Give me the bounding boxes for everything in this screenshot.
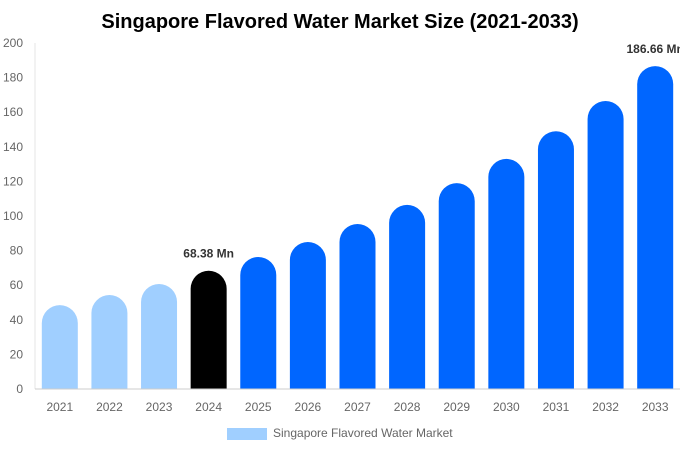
- x-tick-label: 2021: [46, 400, 73, 414]
- bar-2021[interactable]: [41, 305, 78, 389]
- x-tick-label: 2031: [543, 400, 570, 414]
- x-axis: 2021 2022 2023 2024 2025 2026 2027 2028 2029 2030…: [35, 388, 680, 414]
- data-labels: 68.38 Mn 186.66 Mn: [183, 42, 680, 261]
- y-tick-label: 80: [10, 244, 24, 258]
- x-tick-label: 2032: [592, 400, 619, 414]
- x-tick-label: 2022: [96, 400, 123, 414]
- y-tick-label: 100: [3, 209, 23, 223]
- data-label: 186.66 Mn: [627, 42, 680, 56]
- bar-2032[interactable]: [587, 100, 624, 389]
- y-tick-label: 180: [3, 71, 23, 85]
- data-label: 68.38 Mn: [183, 247, 234, 261]
- bar-2031[interactable]: [537, 131, 574, 390]
- x-tick-label: 2030: [493, 400, 520, 414]
- chart-title: Singapore Flavored Water Market Size (20…: [101, 11, 578, 33]
- y-tick-label: 40: [10, 313, 24, 327]
- bar-2033[interactable]: [637, 66, 674, 389]
- legend-swatch: [227, 428, 267, 440]
- bar-2027[interactable]: [339, 223, 376, 389]
- bar-2030[interactable]: [488, 158, 525, 389]
- bar-2024[interactable]: [190, 270, 227, 389]
- legend-label: Singapore Flavored Water Market: [273, 426, 453, 440]
- y-tick-label: 20: [10, 347, 24, 361]
- y-tick-label: 200: [3, 36, 23, 50]
- y-tick-label: 0: [16, 382, 23, 396]
- x-tick-label: 2023: [146, 400, 173, 414]
- x-tick-label: 2028: [394, 400, 421, 414]
- bars: [41, 66, 674, 390]
- x-tick-label: 2033: [642, 400, 669, 414]
- bar-2025[interactable]: [240, 257, 277, 389]
- x-tick-label: 2024: [195, 400, 222, 414]
- bar-2023[interactable]: [141, 284, 178, 389]
- x-tick-label: 2026: [295, 400, 322, 414]
- x-tick-label: 2029: [443, 400, 470, 414]
- bar-2022[interactable]: [91, 295, 128, 389]
- bar-2028[interactable]: [389, 204, 426, 389]
- y-tick-label: 120: [3, 174, 23, 188]
- legend[interactable]: Singapore Flavored Water Market: [227, 426, 453, 440]
- x-tick-label: 2027: [344, 400, 371, 414]
- y-tick-label: 140: [3, 140, 23, 154]
- y-axis: 0 20 40 60 80 100 120 140 160 180 200: [3, 36, 36, 396]
- y-tick-label: 160: [3, 105, 23, 119]
- x-tick-label: 2025: [245, 400, 272, 414]
- bar-2029[interactable]: [438, 183, 475, 389]
- bar-2026[interactable]: [289, 241, 326, 389]
- y-tick-label: 60: [10, 278, 24, 292]
